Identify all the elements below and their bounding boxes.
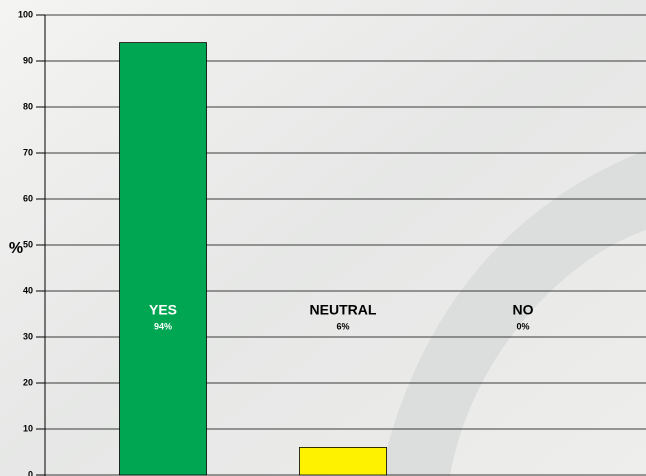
value-label: 0% [516, 321, 529, 331]
y-tick-label: 0 [28, 469, 33, 476]
y-tick-label: 10 [23, 423, 33, 433]
chart: % 0 10 20 30 40 50 60 70 80 90 100 YES 94% NEUTRAL 6% N… [0, 0, 646, 476]
bar [120, 43, 207, 475]
category-label: YES [149, 302, 177, 318]
value-label: 94% [154, 321, 172, 331]
category-label: NEUTRAL [310, 302, 377, 318]
y-tick-label: 30 [23, 331, 33, 341]
y-tick-label: 80 [23, 101, 33, 111]
bar [300, 447, 387, 475]
y-tick-label: 60 [23, 193, 33, 203]
y-axis-label: % [9, 240, 23, 257]
y-tick-label: 90 [23, 55, 33, 65]
y-tick-label: 40 [23, 285, 33, 295]
value-label: 6% [336, 321, 349, 331]
y-tick-label: 70 [23, 147, 33, 157]
y-tick-label: 20 [23, 377, 33, 387]
page: {"chart_data": {"type": "bar", "y_label"… [0, 0, 646, 476]
y-tick-label: 50 [23, 239, 33, 249]
y-tick-label: 100 [18, 9, 33, 19]
category-label: NO [513, 302, 534, 318]
